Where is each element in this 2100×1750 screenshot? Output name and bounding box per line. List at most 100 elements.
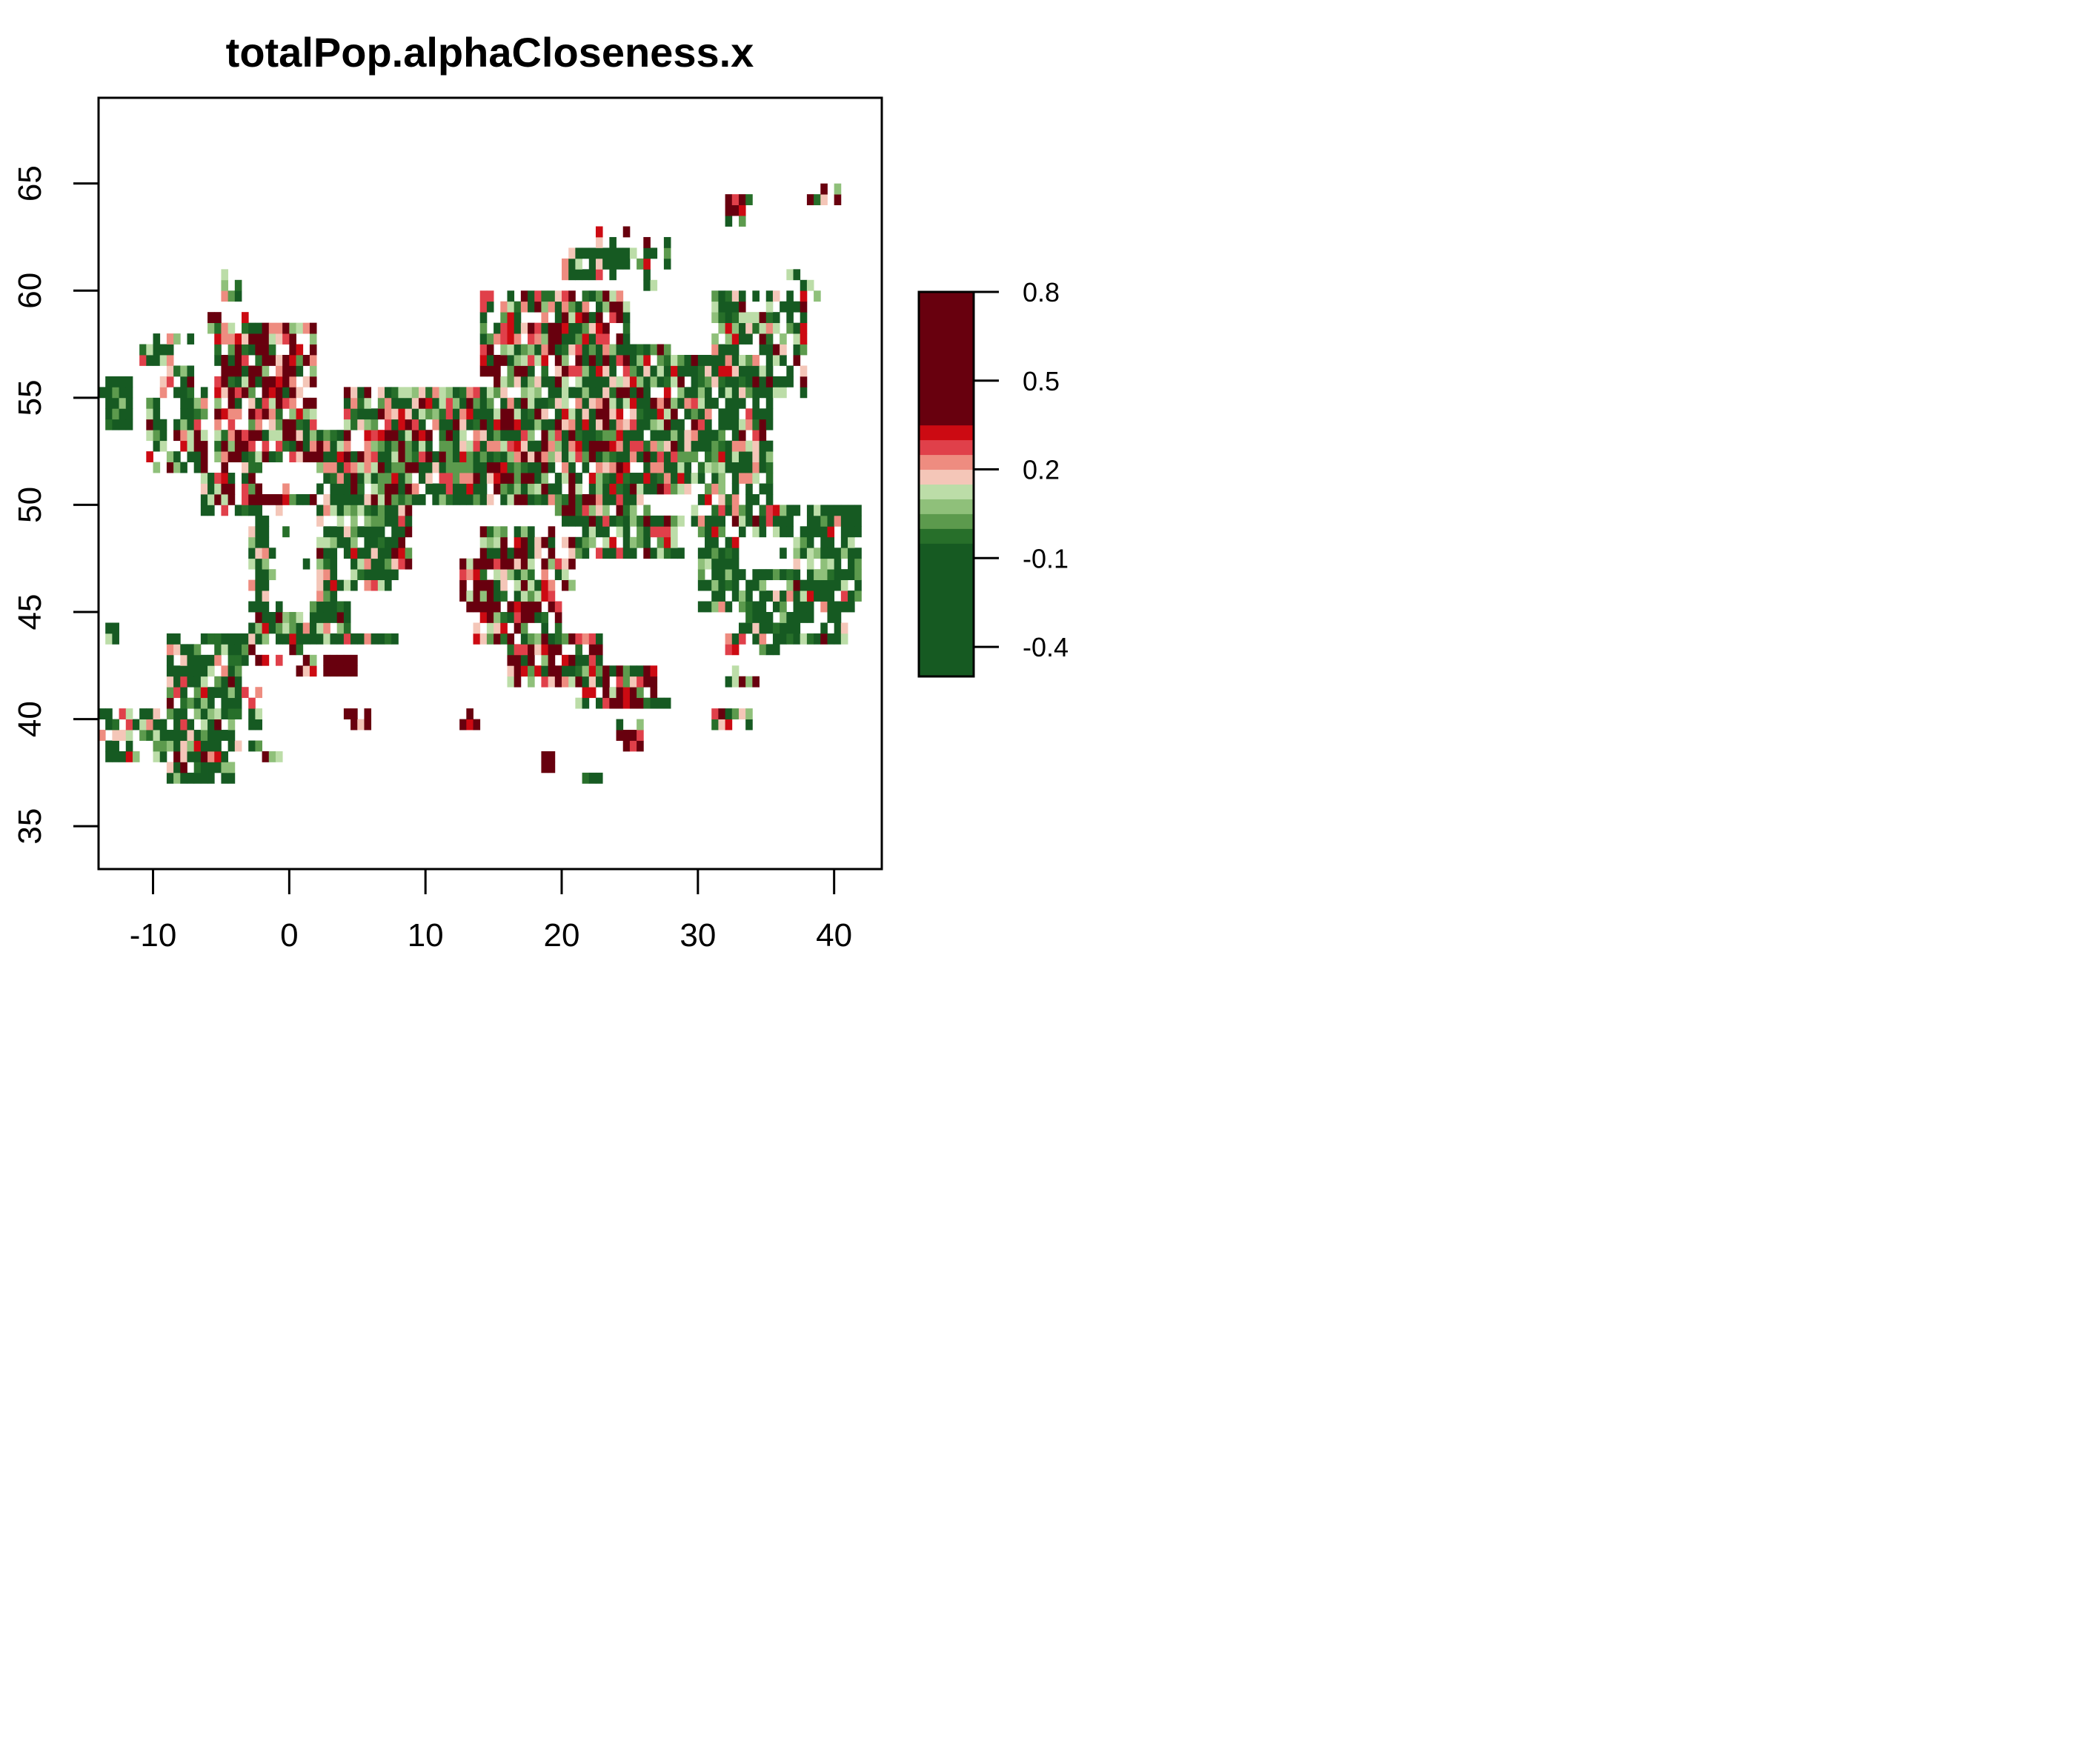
heatmap-cell — [494, 419, 501, 430]
heatmap-cell — [568, 558, 576, 570]
heatmap-cell — [514, 322, 522, 334]
heatmap-cell — [227, 697, 236, 709]
heatmap-cell — [528, 526, 535, 538]
heatmap-cell — [486, 473, 494, 484]
heatmap-cell — [677, 430, 685, 442]
heatmap-cell — [541, 301, 549, 313]
heatmap-cell — [371, 440, 379, 452]
heatmap-cell — [173, 665, 181, 677]
heatmap-cell — [711, 333, 719, 345]
heatmap-cell — [582, 451, 590, 462]
heatmap-cell — [153, 344, 161, 356]
heatmap-cell — [840, 515, 848, 527]
heatmap-cell — [650, 397, 658, 409]
heatmap-cell — [595, 419, 603, 430]
heatmap-cell — [671, 451, 678, 462]
heatmap-cell — [227, 719, 236, 731]
heatmap-cell — [159, 387, 167, 399]
heatmap-cell — [282, 387, 290, 399]
heatmap-cell — [650, 376, 658, 387]
heatmap-cell — [840, 622, 848, 634]
heatmap-cell — [309, 493, 317, 505]
heatmap-cell — [534, 483, 542, 495]
heatmap-cell — [289, 408, 296, 420]
heatmap-cell — [425, 451, 433, 462]
heatmap-cell — [248, 365, 256, 377]
heatmap-cell — [425, 387, 433, 399]
heatmap-cell — [323, 526, 330, 538]
heatmap-cell — [582, 355, 590, 366]
heatmap-cell — [343, 536, 351, 548]
heatmap-cell — [282, 440, 290, 452]
heatmap-cell — [595, 697, 603, 709]
heatmap-cell — [214, 440, 222, 452]
heatmap-cell — [385, 440, 392, 452]
heatmap-cell — [814, 590, 821, 602]
heatmap-cell — [289, 333, 296, 345]
heatmap-cell — [711, 355, 719, 366]
heatmap-cell — [200, 387, 208, 399]
heatmap-cell — [473, 622, 481, 634]
heatmap-cell — [582, 322, 590, 334]
heatmap-cell — [296, 355, 304, 366]
heatmap-cell — [221, 483, 229, 495]
heatmap-cell — [514, 601, 522, 613]
heatmap-cell — [705, 397, 712, 409]
heatmap-cell — [466, 483, 474, 495]
heatmap-cell — [112, 387, 119, 399]
heatmap-cell — [759, 505, 767, 516]
heatmap-cell — [221, 333, 229, 345]
heatmap-cell — [371, 483, 379, 495]
heatmap-cell — [752, 676, 760, 688]
heatmap-cell — [296, 419, 304, 430]
heatmap-cell — [282, 526, 290, 538]
heatmap-cell — [534, 301, 542, 313]
heatmap-cell — [159, 344, 167, 356]
heatmap-cell — [173, 740, 181, 752]
heatmap-cell — [193, 762, 202, 773]
heatmap-cell — [119, 376, 127, 387]
heatmap-cell — [385, 462, 392, 473]
heatmap-cell — [500, 397, 508, 409]
legend-color-bin — [919, 292, 974, 426]
heatmap-cell — [187, 676, 195, 688]
heatmap-cell — [588, 430, 597, 442]
heatmap-cell — [200, 708, 208, 719]
heatmap-cell — [234, 430, 242, 442]
heatmap-cell — [432, 397, 439, 409]
heatmap-cell — [765, 344, 774, 356]
heatmap-cell — [725, 708, 733, 719]
heatmap-cell — [765, 376, 774, 387]
heatmap-cell — [602, 462, 610, 473]
heatmap-cell — [554, 355, 562, 366]
heatmap-cell — [479, 301, 488, 313]
heatmap-cell — [187, 751, 195, 762]
heatmap-cell — [814, 569, 821, 581]
heatmap-cell — [637, 536, 644, 548]
heatmap-cell — [500, 590, 508, 602]
heatmap-cell — [200, 473, 208, 484]
legend-tick-label: 0.8 — [1023, 277, 1060, 307]
heatmap-cell — [568, 269, 576, 281]
heatmap-cell — [255, 612, 262, 623]
heatmap-cell — [731, 397, 740, 409]
heatmap-cell — [622, 548, 631, 559]
heatmap-cell — [622, 462, 631, 473]
heatmap-cell — [262, 387, 270, 399]
heatmap-cell — [637, 258, 644, 270]
heatmap-cell — [275, 365, 283, 377]
heatmap-cell — [146, 730, 153, 741]
heatmap-cell — [398, 408, 406, 420]
heatmap-cell — [575, 505, 582, 516]
heatmap-cell — [411, 419, 419, 430]
heatmap-cell — [255, 590, 262, 602]
heatmap-cell — [364, 719, 372, 731]
heatmap-cell — [705, 579, 712, 591]
heatmap-cell — [691, 505, 699, 516]
heatmap-cell — [302, 558, 310, 570]
heatmap-cell — [371, 633, 379, 645]
heatmap-cell — [242, 355, 249, 366]
heatmap-cell — [528, 633, 535, 645]
heatmap-cell — [657, 344, 665, 356]
heatmap-cell — [494, 622, 501, 634]
